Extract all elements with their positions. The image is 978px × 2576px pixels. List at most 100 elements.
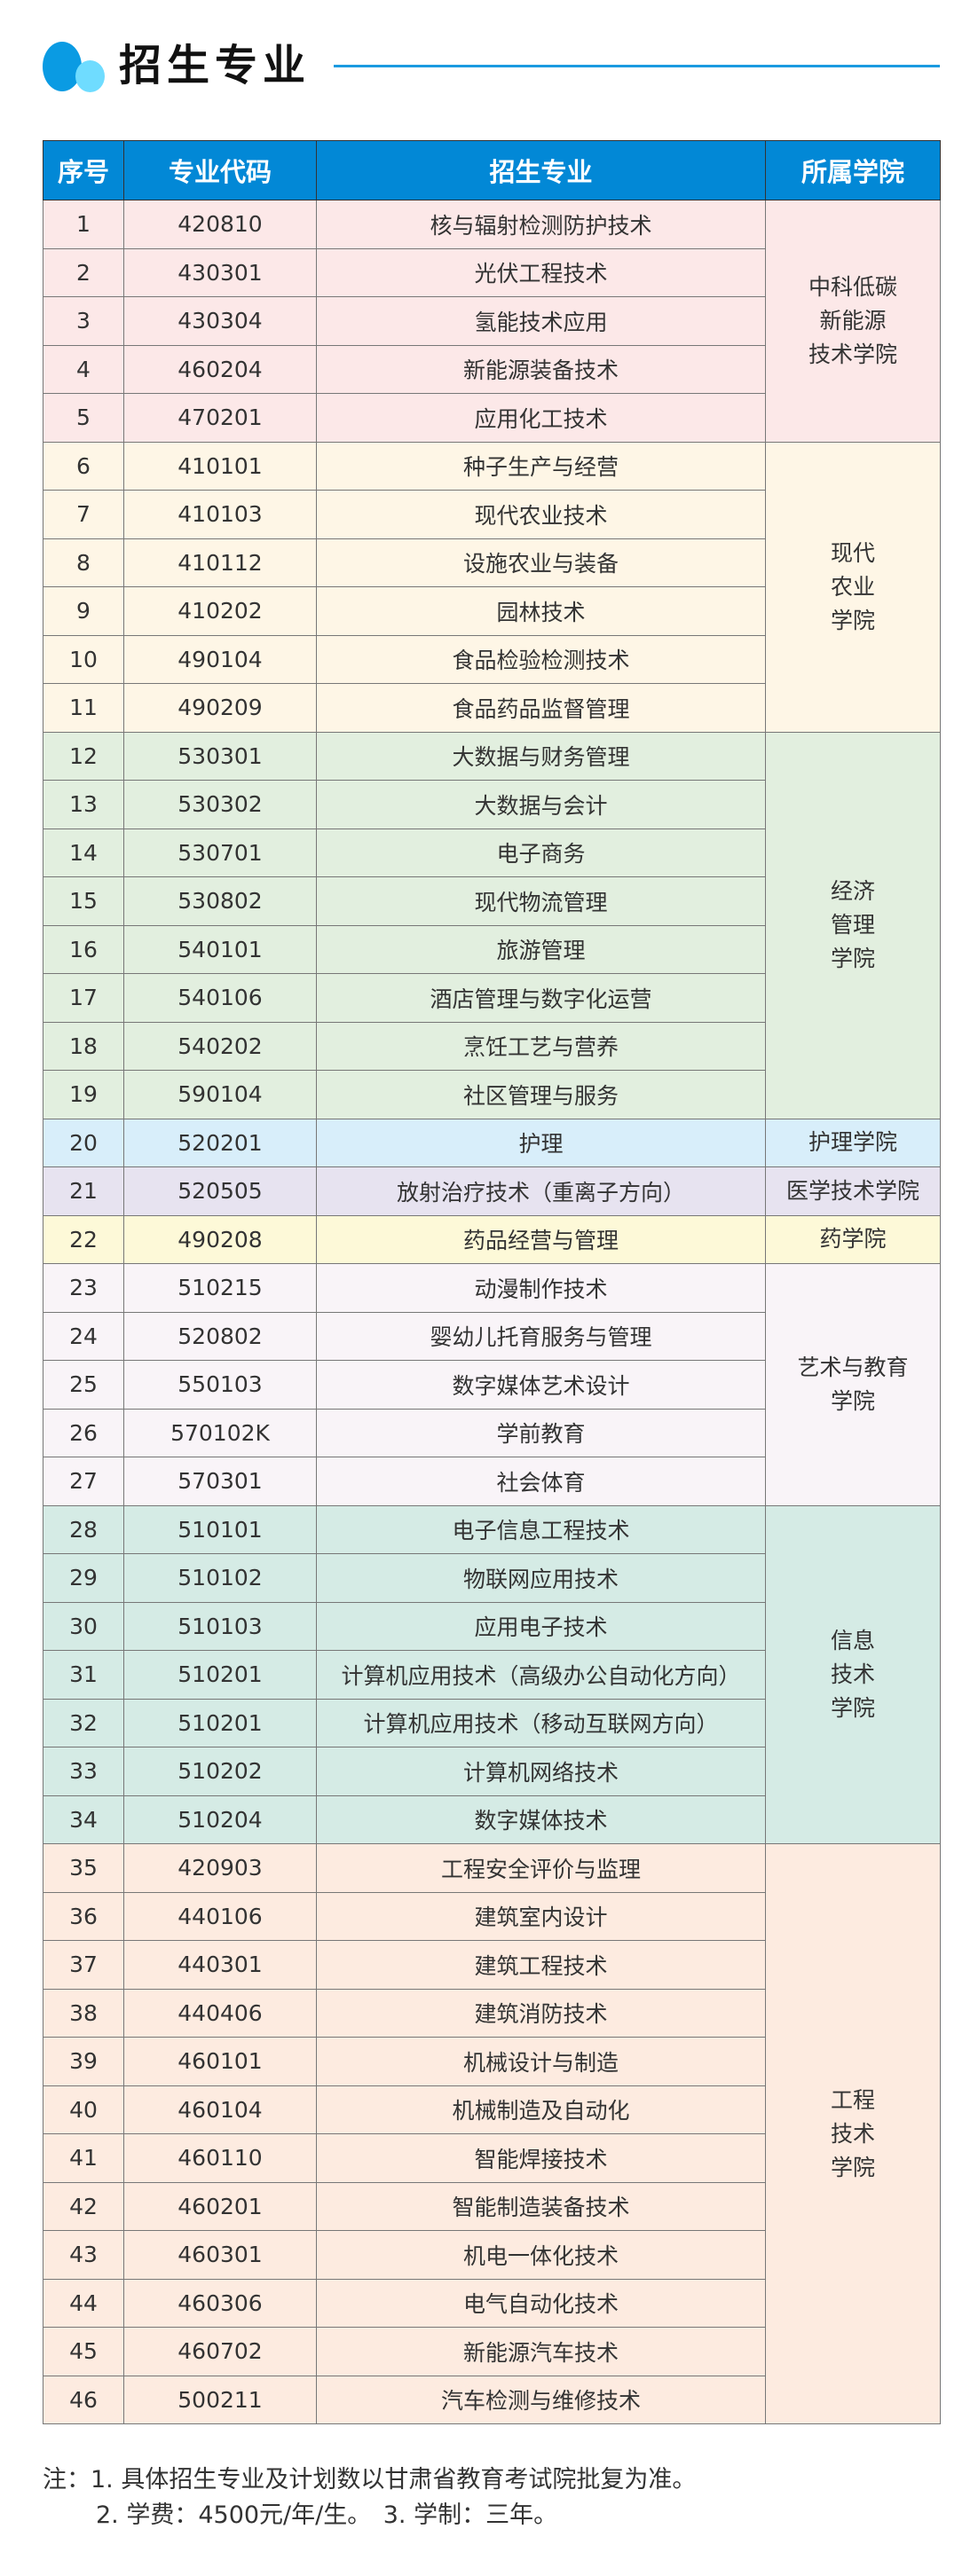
cell-index: 2 <box>43 247 124 297</box>
cell-college: 医学技术学院 <box>765 1166 941 1216</box>
cell-major: 氢能技术应用 <box>316 296 766 346</box>
cell-major: 计算机应用技术（高级办公自动化方向） <box>316 1650 766 1700</box>
cell-major: 工程安全评价与监理 <box>316 1843 766 1893</box>
cell-index: 24 <box>43 1311 124 1361</box>
cell-code: 520802 <box>123 1311 317 1361</box>
cell-code: 510102 <box>123 1553 317 1603</box>
college-name-line: 农业 <box>830 573 875 600</box>
cell-major: 电子信息工程技术 <box>316 1504 766 1554</box>
cell-index: 13 <box>43 780 124 829</box>
cell-code: 490209 <box>123 683 317 733</box>
cell-index: 39 <box>43 2037 124 2086</box>
college-name-line: 中科低碳 <box>808 273 897 300</box>
table-row: 27 570301 社会体育 <box>43 1457 941 1506</box>
table-row: 36 440106 建筑室内设计 <box>43 1891 941 1941</box>
cell-college: 现代 农业 学院 <box>765 441 941 733</box>
cell-code: 430301 <box>123 247 317 297</box>
cell-code: 530302 <box>123 780 317 829</box>
note-line-2: 2. 学费：4500元/年/生。 3. 学制：三年。 <box>96 2501 558 2529</box>
cell-index: 30 <box>43 1601 124 1651</box>
cell-college: 经济 管理 学院 <box>765 731 941 1119</box>
table-row: 1 420810 核与辐射检测防护技术 中科低碳 新能源 技术学院 <box>43 200 941 443</box>
table-row: 22 490208 药品经营与管理 药学院 <box>43 1214 941 1264</box>
cell-major: 应用化工技术 <box>316 393 766 443</box>
cell-index: 28 <box>43 1504 124 1554</box>
cell-code: 490104 <box>123 634 317 684</box>
cell-major: 社会体育 <box>316 1457 766 1506</box>
cell-code: 530301 <box>123 731 317 781</box>
cell-code: 460104 <box>123 2085 317 2134</box>
college-name-line: 管理 <box>830 912 875 938</box>
cell-index: 5 <box>43 393 124 443</box>
cell-index: 33 <box>43 1747 124 1796</box>
cell-code: 570301 <box>123 1457 317 1506</box>
cell-major: 建筑工程技术 <box>316 1940 766 1990</box>
cell-code: 460301 <box>123 2230 317 2280</box>
cell-index: 29 <box>43 1553 124 1603</box>
cell-major: 计算机应用技术（移动互联网方向） <box>316 1698 766 1747</box>
cell-college: 药学院 <box>765 1214 941 1264</box>
header-college: 所属学院 <box>765 140 941 200</box>
cell-code: 540202 <box>123 1021 317 1071</box>
cell-major: 学前教育 <box>316 1408 766 1457</box>
cell-code: 510103 <box>123 1601 317 1651</box>
cell-index: 40 <box>43 2085 124 2134</box>
cell-major: 数字媒体艺术设计 <box>316 1360 766 1410</box>
college-name-line: 技术 <box>830 2120 875 2147</box>
cell-code: 570102K <box>123 1408 317 1457</box>
cell-major: 园林技术 <box>316 586 766 636</box>
cell-code: 440406 <box>123 1988 317 2038</box>
cell-major: 数字媒体技术 <box>316 1795 766 1844</box>
cell-major: 社区管理与服务 <box>316 1070 766 1119</box>
cell-index: 44 <box>43 2278 124 2328</box>
cell-code: 460204 <box>123 344 317 394</box>
cell-index: 34 <box>43 1795 124 1844</box>
college-name-line: 学院 <box>830 607 875 633</box>
cell-college: 艺术与教育 学院 <box>765 1263 941 1506</box>
cell-code: 500211 <box>123 2375 317 2424</box>
cell-index: 38 <box>43 1988 124 2038</box>
cell-code: 440106 <box>123 1891 317 1941</box>
cell-code: 460201 <box>123 2181 317 2231</box>
cell-index: 11 <box>43 683 124 733</box>
cell-code: 510204 <box>123 1795 317 1844</box>
cell-index: 6 <box>43 441 124 491</box>
cell-major: 建筑消防技术 <box>316 1988 766 2038</box>
cell-code: 550103 <box>123 1360 317 1410</box>
cell-code: 460110 <box>123 2133 317 2183</box>
table-row: 12 530301 大数据与财务管理 经济 管理 学院 <box>43 731 941 1119</box>
cell-major: 机械设计与制造 <box>316 2037 766 2086</box>
cell-code: 510202 <box>123 1747 317 1796</box>
college-name-line: 学院 <box>830 1387 875 1414</box>
cell-index: 42 <box>43 2181 124 2231</box>
cell-college: 护理学院 <box>765 1118 941 1167</box>
cell-major: 大数据与财务管理 <box>316 731 766 781</box>
cell-code: 410101 <box>123 441 317 491</box>
cell-college: 信息 技术 学院 <box>765 1504 941 1844</box>
cell-major: 计算机网络技术 <box>316 1747 766 1796</box>
cell-major: 药品经营与管理 <box>316 1214 766 1264</box>
cell-code: 520201 <box>123 1118 317 1167</box>
cell-major: 酒店管理与数字化运营 <box>316 973 766 1023</box>
cell-index: 9 <box>43 586 124 636</box>
cell-major: 机械制造及自动化 <box>316 2085 766 2134</box>
section-header: 招生专业 <box>43 39 940 92</box>
cell-index: 14 <box>43 828 124 877</box>
cell-major: 食品检验检测技术 <box>316 634 766 684</box>
cell-major: 种子生产与经营 <box>316 441 766 491</box>
cell-index: 18 <box>43 1021 124 1071</box>
college-name-line: 护理学院 <box>808 1129 897 1156</box>
college-name-line: 技术 <box>830 1661 875 1687</box>
college-name-line: 现代 <box>830 539 875 566</box>
table-row: 20 520201 护理 护理学院 <box>43 1118 941 1167</box>
cell-index: 15 <box>43 876 124 926</box>
college-name-line: 学院 <box>830 946 875 971</box>
title-divider <box>334 65 940 67</box>
table-row: 6 410101 种子生产与经营现代农业学院 <box>43 441 941 733</box>
cell-major: 应用电子技术 <box>316 1601 766 1651</box>
cell-major: 设施农业与装备 <box>316 538 766 587</box>
table-row: 23 510215 动漫制作技术 艺术与教育 学院 <box>43 1263 941 1506</box>
cell-major: 电子商务 <box>316 828 766 877</box>
header-code: 专业代码 <box>123 140 317 200</box>
cell-major: 婴幼儿托育服务与管理 <box>316 1311 766 1361</box>
